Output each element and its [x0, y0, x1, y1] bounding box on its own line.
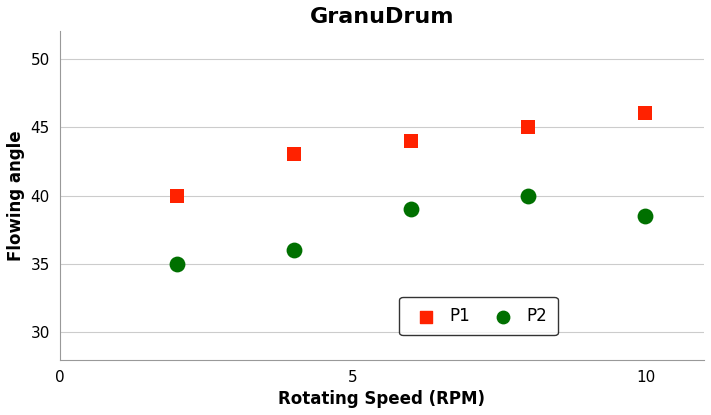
Point [640, 213, 651, 220]
Point [405, 206, 417, 212]
Point [640, 110, 651, 117]
Legend: P1, P2: P1, P2 [400, 297, 557, 335]
X-axis label: Rotating Speed (RPM): Rotating Speed (RPM) [278, 390, 486, 408]
Point [523, 192, 534, 199]
Point [171, 261, 183, 267]
Point [405, 137, 417, 144]
Point [523, 124, 534, 130]
Y-axis label: Flowing angle: Flowing angle [7, 130, 25, 261]
Point [288, 151, 299, 158]
Point [171, 192, 183, 199]
Point [288, 247, 299, 254]
Title: GranuDrum: GranuDrum [309, 7, 454, 27]
